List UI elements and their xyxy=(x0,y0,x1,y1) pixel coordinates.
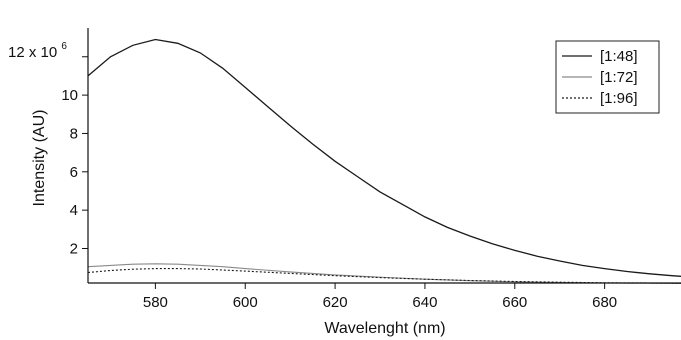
legend-label-2: [1:72] xyxy=(600,69,638,86)
multiplier-base: 12 x 10 xyxy=(8,44,57,61)
y-tick-label-8: 8 xyxy=(70,125,78,142)
y-tick-label-10: 10 xyxy=(61,87,78,104)
x-tick-label-660: 660 xyxy=(502,294,527,311)
legend: [1:48] [1:72] [1:96] xyxy=(555,40,660,114)
x-tick-label-680: 680 xyxy=(592,294,617,311)
multiplier-exponent: 6 xyxy=(61,41,67,52)
legend-label-3: [1:96] xyxy=(600,90,638,107)
y-axis-multiplier-label: 12 x 10 6 xyxy=(8,41,67,61)
x-tick-label-620: 620 xyxy=(323,294,348,311)
series-line-1 xyxy=(87,38,681,277)
axes: 580 600 620 640 660 680 2 4 6 8 10 xyxy=(61,28,681,311)
x-tick-label-640: 640 xyxy=(412,294,437,311)
x-tick-label-580: 580 xyxy=(143,294,168,311)
legend-label-1: [1:48] xyxy=(600,48,638,65)
y-axis-title: Intensity (AU) xyxy=(31,110,48,207)
svg-text:12 x 10 6: 12 x 10 6 xyxy=(8,41,67,61)
y-tick-label-6: 6 xyxy=(70,164,78,181)
series-line-3 xyxy=(87,268,681,284)
y-tick-label-4: 4 xyxy=(70,202,78,219)
x-axis-title: Wavelenght (nm) xyxy=(324,320,445,337)
y-tick-label-2: 2 xyxy=(70,240,78,257)
x-tick-label-600: 600 xyxy=(233,294,258,311)
